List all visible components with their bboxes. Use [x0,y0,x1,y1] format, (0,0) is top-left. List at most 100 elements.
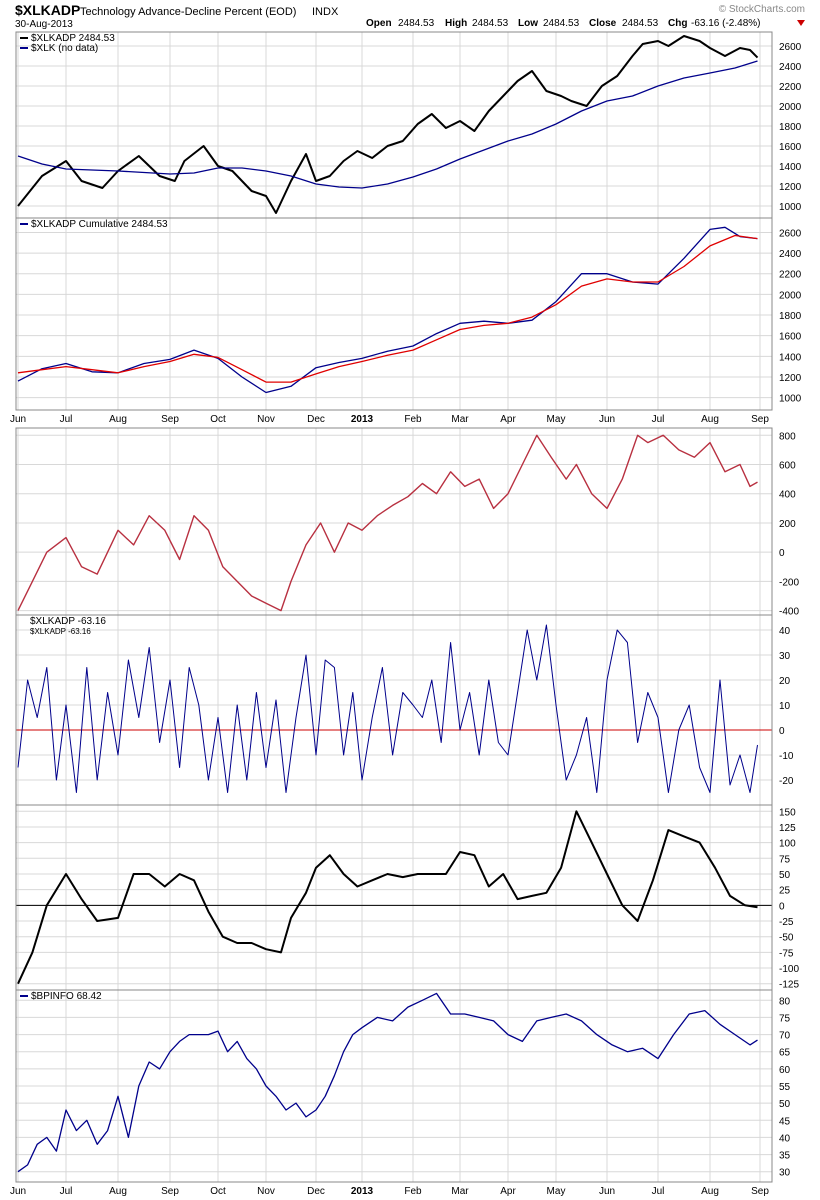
y-tick-label: -75 [779,948,794,959]
x-tick-label: Nov [257,414,275,425]
y-tick-label: 800 [779,431,796,442]
y-tick-label: 0 [779,726,785,737]
y-tick-label: 50 [779,1099,791,1110]
y-tick-label: 0 [779,548,785,559]
chart-exchange: INDX [312,6,339,18]
close-value: 2484.53 [622,18,659,29]
y-tick-label: 1200 [779,182,802,193]
x-tick-label: Nov [257,1186,275,1197]
panel-3: -400 -200 0 200 400 600 800 [15,427,799,618]
panel-1: 1000 1200 1400 1600 1800 2000 2200 2400 2600 $XLK… [15,31,802,219]
x-tick-label: Jul [652,414,665,425]
x-tick-label: Aug [109,1186,127,1197]
legend-entry: $XLKADP -63.16 [30,627,91,636]
y-tick-label: 1000 [779,394,802,405]
panel-4: -20 -10 0 10 20 30 40 $XLKADP -63.16$XLKADP -63… [15,614,794,806]
y-tick-label: 200 [779,519,796,530]
y-tick-label: -100 [779,964,799,975]
legend-entry: $XLKADP 2484.53 [31,33,115,44]
high-value: 2484.53 [472,18,509,29]
watermark: © StockCharts.com [719,4,805,15]
x-tick-label: 2013 [351,1186,374,1197]
open-value: 2484.53 [398,18,435,29]
y-tick-label: 60 [779,1065,791,1076]
series-line [17,810,758,985]
x-tick-label: Jun [10,1186,26,1197]
x-tick-label: Sep [161,414,179,425]
legend-entry: $XLKADP -63.16 [30,616,106,627]
y-tick-label: 2400 [779,62,802,73]
x-tick-label: Feb [404,1186,422,1197]
panel-6: 30 35 40 45 50 55 60 65 70 75 80 $BPINFO 68.42 Jun Ju… [10,989,791,1197]
y-tick-label: 150 [779,807,796,818]
high-label: High [445,18,467,29]
y-tick-label: 100 [779,839,796,850]
chart-date: 30-Aug-2013 [15,19,73,30]
x-tick-label: Jul [60,414,73,425]
y-tick-label: 50 [779,870,791,881]
x-tick-label: Feb [404,414,422,425]
x-tick-label: Aug [701,1186,719,1197]
y-tick-label: -10 [779,751,794,762]
y-tick-label: -200 [779,577,799,588]
y-tick-label: 1800 [779,311,802,322]
y-tick-label: 25 [779,886,791,897]
legend-entry: $BPINFO 68.42 [31,991,102,1002]
series-line [17,234,758,383]
y-tick-label: 1800 [779,122,802,133]
x-tick-label: Dec [307,414,325,425]
y-tick-label: 2600 [779,228,802,239]
x-tick-label: Oct [210,414,226,425]
x-tick-label: May [547,1186,566,1197]
y-tick-label: 1000 [779,202,802,213]
y-tick-label: 30 [779,1168,791,1179]
chg-value: -63.16 (-2.48%) [691,18,760,29]
x-tick-label: May [547,414,566,425]
y-tick-label: 70 [779,1031,791,1042]
y-tick-label: 1600 [779,142,802,153]
x-tick-label: Mar [451,1186,469,1197]
x-tick-label: Apr [500,1186,516,1197]
x-tick-label: Aug [701,414,719,425]
y-tick-label: 65 [779,1048,791,1059]
chart-description: Technology Advance-Decline Percent (EOD) [80,6,296,18]
down-arrow-icon [797,20,805,26]
x-tick-label: Sep [751,414,769,425]
y-tick-label: 45 [779,1116,791,1127]
panel-border [15,217,773,411]
panel-border [15,989,773,1183]
x-tick-label: Jun [599,1186,615,1197]
y-tick-label: 75 [779,854,791,865]
x-tick-label: 2013 [351,414,374,425]
y-tick-label: -20 [779,776,794,787]
y-tick-label: 10 [779,701,791,712]
y-tick-label: -25 [779,917,794,928]
series-line [17,60,758,189]
y-tick-label: -50 [779,933,794,944]
y-tick-label: 30 [779,651,791,662]
legend-entry: $XLKADP Cumulative 2484.53 [31,219,168,230]
y-tick-label: 2600 [779,42,802,53]
y-tick-label: 80 [779,996,791,1007]
panel-2: 1000 1200 1400 1600 1800 2000 2200 2400 2600 $XLK… [10,217,802,425]
x-tick-label: Jun [10,414,26,425]
y-tick-label: 2400 [779,249,802,260]
panel-5: -125 -100 -75 -50 -25 0 25 50 75 100 125 150 [15,804,799,991]
low-label: Low [518,18,538,29]
y-tick-label: 40 [779,1133,791,1144]
y-tick-label: 2000 [779,290,802,301]
y-tick-label: 35 [779,1151,791,1162]
chg-label: Chg [668,18,687,29]
series-line [17,992,758,1173]
x-tick-label: Jul [60,1186,73,1197]
legend-entry: $XLK (no data) [31,43,98,54]
chart-symbol: $XLKADP [15,2,80,18]
y-tick-label: 55 [779,1082,791,1093]
y-tick-label: 125 [779,823,796,834]
y-tick-label: 1200 [779,373,802,384]
y-tick-label: 1400 [779,352,802,363]
x-tick-label: Oct [210,1186,226,1197]
x-tick-label: Sep [751,1186,769,1197]
series-line [17,35,759,214]
